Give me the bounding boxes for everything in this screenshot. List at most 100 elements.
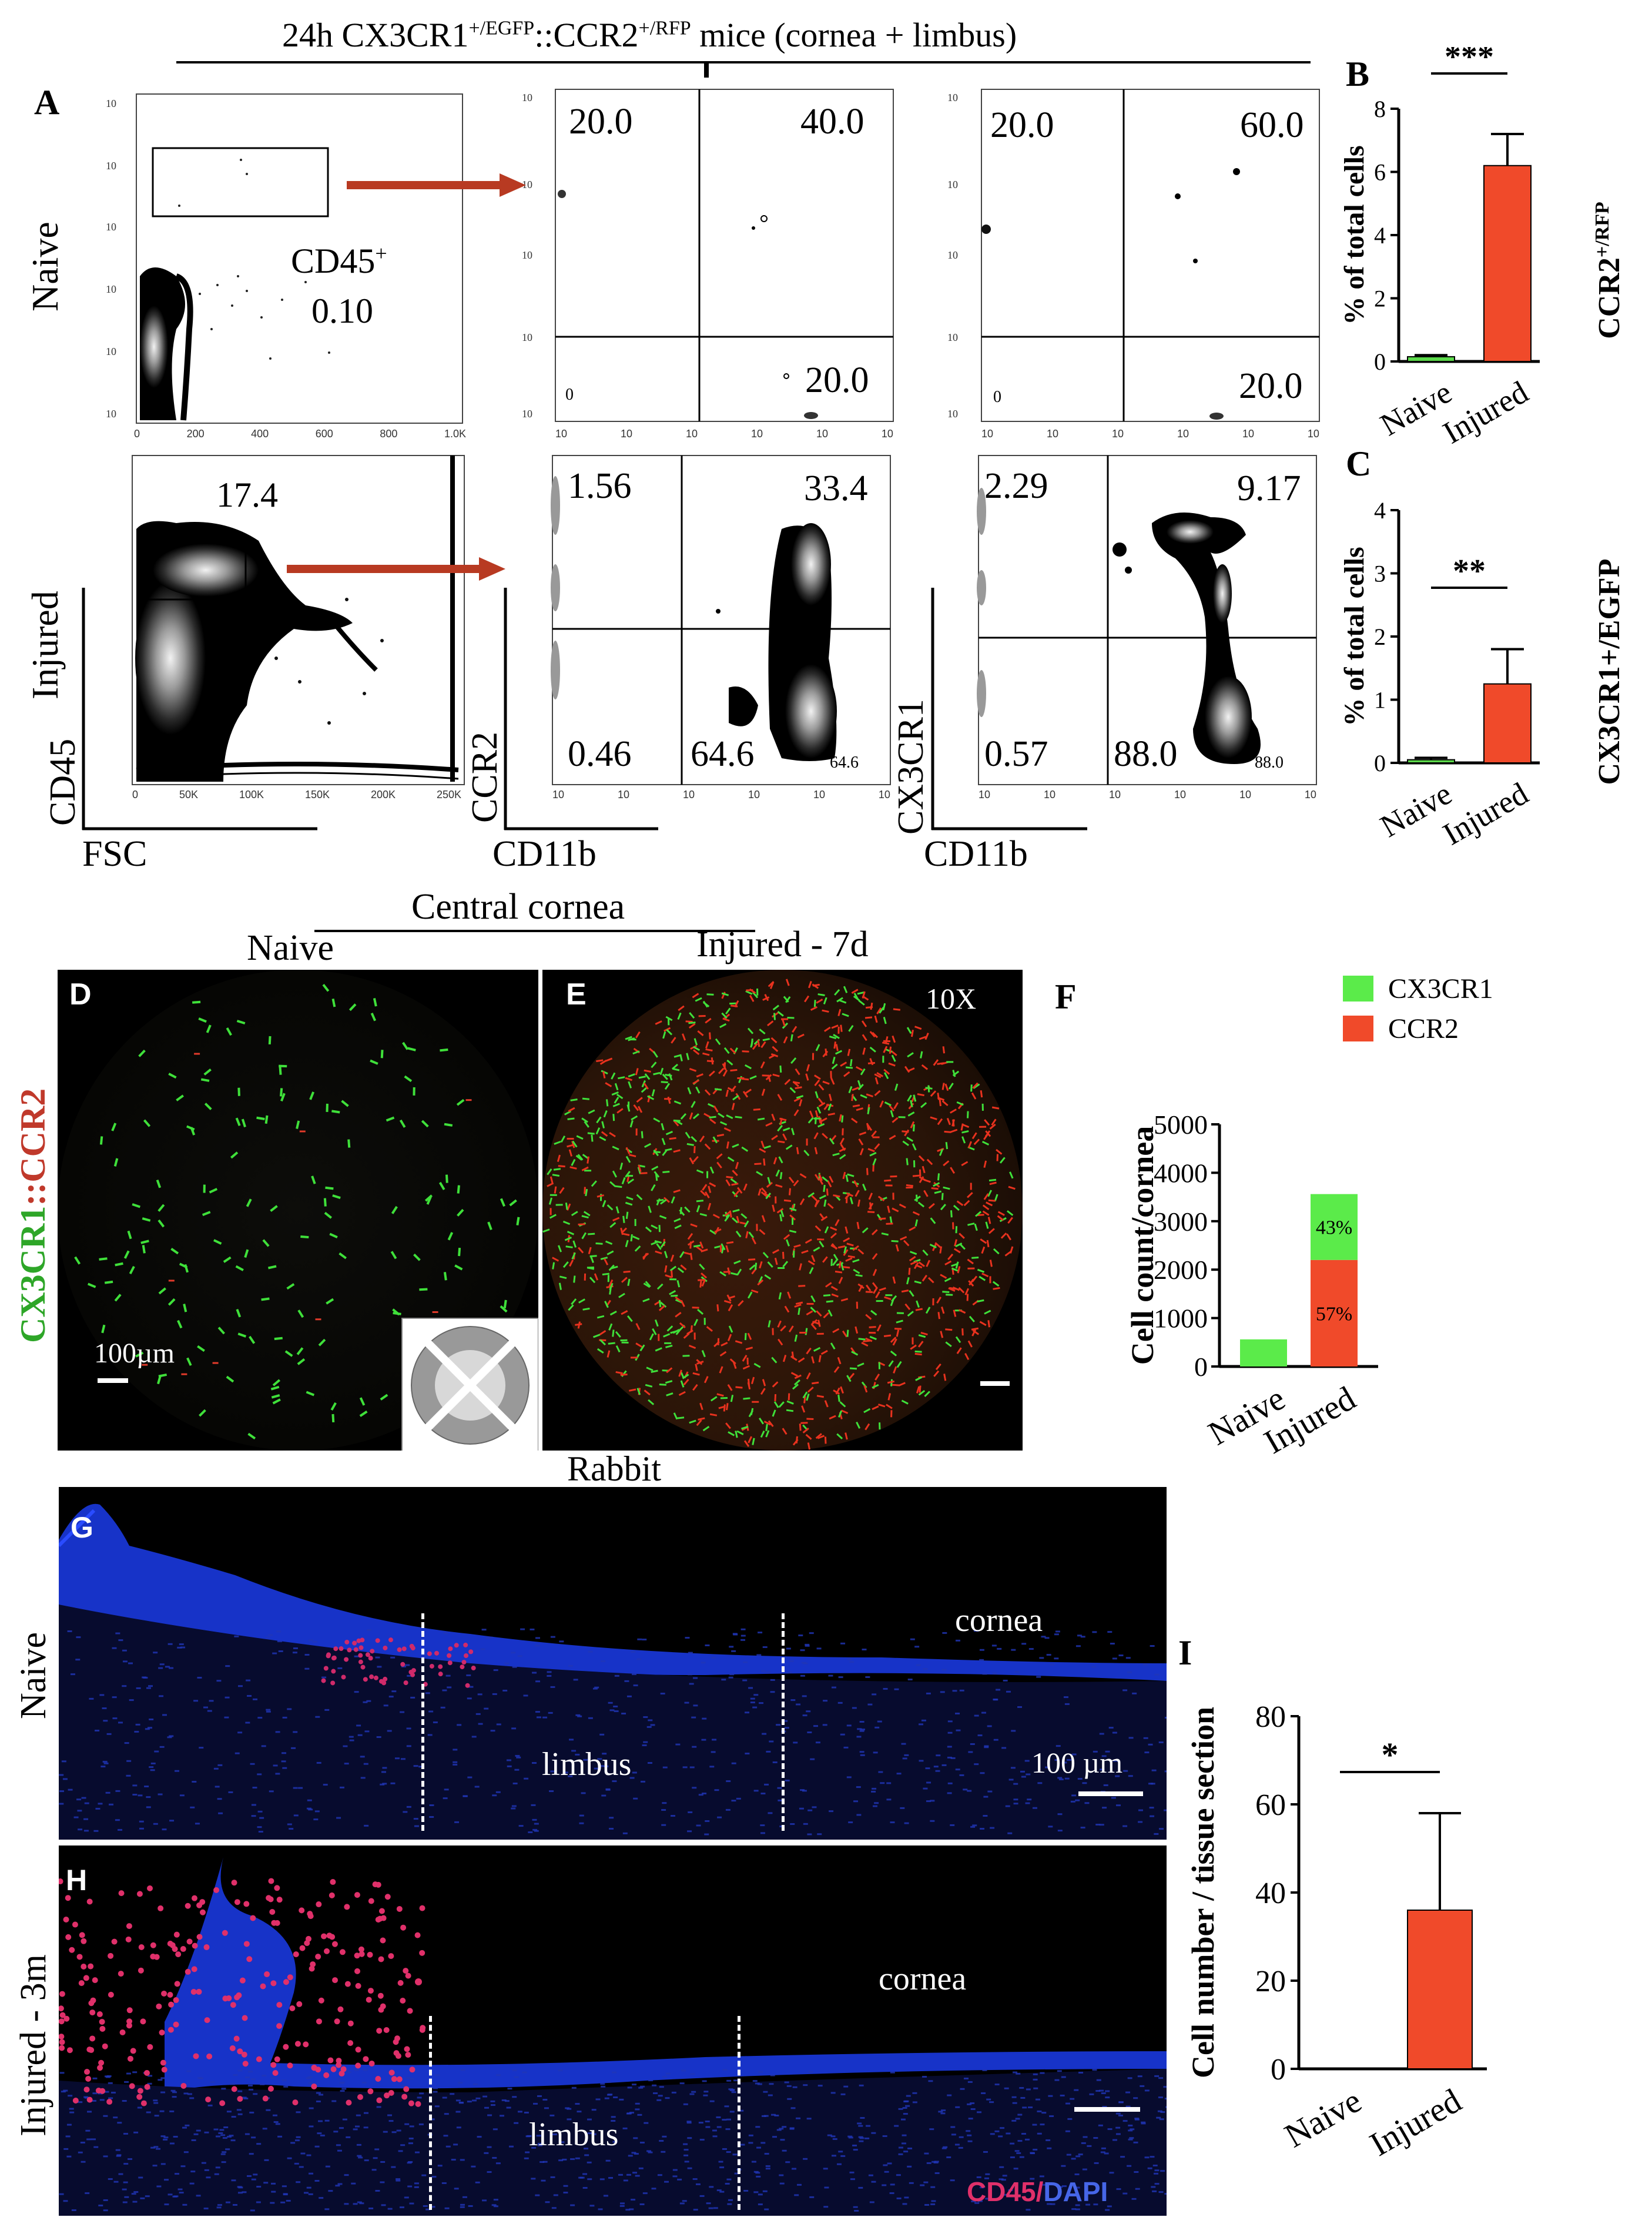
cell (989, 1276, 991, 1284)
cell (970, 1183, 972, 1190)
injured-ccr2-plot (551, 455, 891, 785)
green-cell (241, 1118, 246, 1128)
cell (738, 1300, 744, 1307)
nucleus (542, 1716, 548, 1719)
nucleus (366, 1700, 371, 1702)
nucleus (1082, 1782, 1087, 1784)
green-cell (380, 1394, 388, 1401)
nucleus (251, 2136, 256, 2139)
nucleus (1122, 1689, 1128, 1692)
nucleus (1154, 1833, 1159, 1835)
nucleus (824, 2186, 829, 2189)
nucleus (979, 1659, 984, 1661)
nucleus (429, 1804, 434, 1807)
green-cell (331, 1110, 340, 1114)
nucleus (66, 2155, 72, 2158)
cell (813, 1347, 821, 1352)
nucleus (525, 2135, 531, 2138)
cell (587, 1156, 590, 1164)
cd45-cell (346, 2099, 352, 2106)
cell (709, 1032, 711, 1040)
nucleus (78, 1828, 83, 1831)
bar-ccr2-injured (1311, 1260, 1358, 1366)
cell (842, 1330, 847, 1338)
row-label-naive-rabbit: Naive (14, 1632, 53, 1719)
nucleus (260, 2083, 265, 2085)
cell (595, 1127, 601, 1135)
nucleus (1098, 2124, 1103, 2126)
nucleus (179, 2192, 184, 2194)
cell (687, 1087, 692, 1095)
limbus-label-g: limbus (542, 1746, 632, 1783)
cd45-cell (256, 2056, 262, 2062)
nucleus (444, 2207, 450, 2209)
nucleus (382, 1783, 387, 1785)
nucleus (753, 1790, 759, 1792)
cell (952, 1119, 955, 1127)
cell (876, 1300, 883, 1302)
nucleus (684, 2161, 689, 2163)
nucleus (1077, 1634, 1082, 1637)
cell (692, 1113, 699, 1120)
cell (987, 1320, 990, 1328)
nucleus (139, 1820, 144, 1823)
nucleus (83, 1830, 89, 1832)
nucleus (520, 1628, 525, 1630)
cell (725, 1422, 731, 1429)
cell (857, 1199, 861, 1207)
cell (666, 1029, 673, 1036)
cd45-cell (243, 1941, 250, 1947)
cell (869, 1332, 876, 1334)
green-cell (197, 1345, 205, 1352)
nucleus (950, 1757, 956, 1759)
cell (879, 1217, 886, 1220)
cd45-cell (196, 1902, 203, 1908)
nucleus (270, 2202, 275, 2204)
cell (615, 1206, 619, 1214)
nucleus (210, 2081, 215, 2084)
nucleus (408, 2142, 413, 2145)
cell (843, 1249, 849, 1257)
cell (705, 1048, 713, 1051)
cell (676, 1280, 681, 1288)
cell (762, 996, 770, 1001)
cell (1009, 1171, 1014, 1179)
cell (827, 1113, 835, 1116)
nucleus (690, 2073, 695, 2075)
nucleus (563, 1771, 568, 1774)
x-category-label: Injured (1437, 374, 1534, 447)
nucleus (840, 1642, 846, 1644)
cell (577, 1154, 584, 1161)
nucleus (1150, 2156, 1155, 2158)
cell (977, 1268, 985, 1273)
nucleus (1159, 2118, 1164, 2121)
nucleus (303, 2192, 309, 2194)
cell (726, 1175, 733, 1179)
nucleus (613, 2096, 618, 2099)
segment-label: 57% (1316, 1303, 1352, 1325)
cell (715, 1038, 721, 1046)
nucleus (363, 2126, 368, 2129)
nucleus (257, 1826, 262, 1828)
nucleus (602, 1753, 607, 1755)
green-cell (244, 1249, 249, 1258)
nucleus (231, 2116, 236, 2118)
nucleus (987, 1725, 992, 1727)
cell (758, 1188, 762, 1196)
cell (732, 1208, 740, 1213)
nucleus (346, 2136, 351, 2138)
cell (814, 1079, 820, 1087)
cd45-cell (347, 2020, 354, 2027)
cell (688, 1344, 696, 1349)
cell (988, 1178, 997, 1182)
nucleus (145, 1728, 150, 1730)
cell (728, 1325, 733, 1333)
green-cell (279, 1088, 283, 1097)
nucleus (1011, 2096, 1017, 2098)
cell (728, 1304, 733, 1312)
nucleus (823, 2206, 829, 2208)
nucleus (1099, 1733, 1104, 1735)
cd45-cell (270, 1980, 277, 1987)
nucleus (976, 2176, 981, 2178)
nucleus (629, 2112, 634, 2114)
